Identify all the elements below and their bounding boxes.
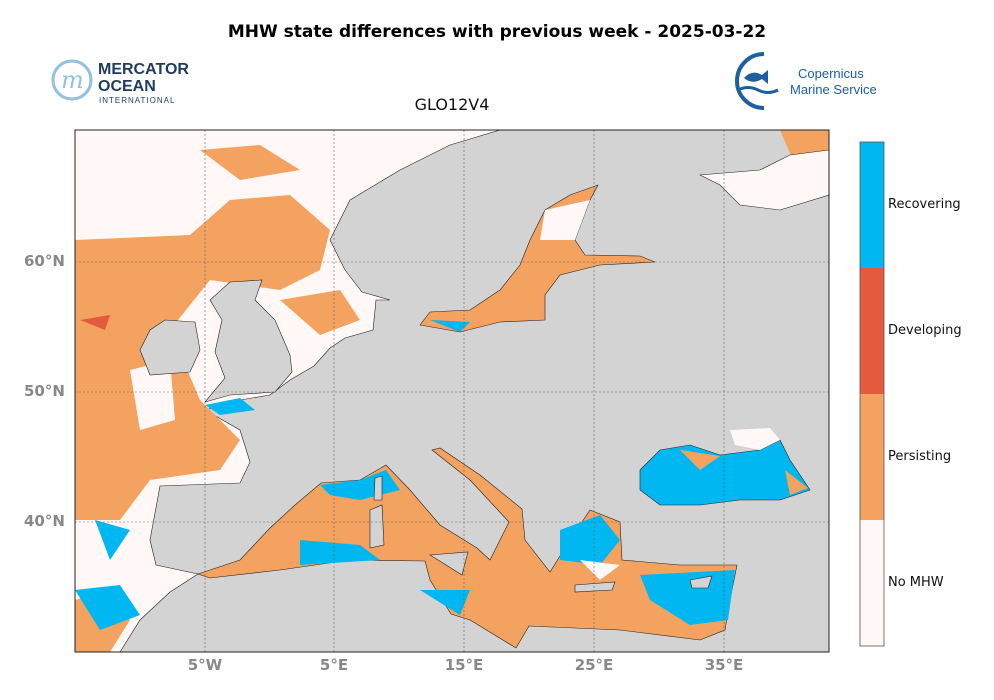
- colorbar-recovering: [860, 142, 884, 268]
- fish-icon: [744, 70, 768, 84]
- colorbar-no-mhw: [860, 520, 884, 646]
- black-sea: [639, 439, 811, 506]
- map-frame: [74, 129, 830, 653]
- mercator-line2: OCEAN: [98, 78, 156, 95]
- legend-label-recovering: Recovering: [888, 197, 961, 212]
- legend-label-developing: Developing: [888, 323, 962, 338]
- lat-tick-40n: 40°N: [24, 512, 65, 530]
- great-britain: [204, 279, 293, 403]
- colorbar-persisting: [860, 394, 884, 520]
- copernicus-marine-logo: Copernicus Marine Service: [724, 50, 884, 116]
- crete: [574, 581, 616, 593]
- lon-tick-35e: 35°E: [704, 656, 744, 674]
- model-label: GLO12V4: [414, 95, 490, 114]
- mercator-line3: INTERNATIONAL: [99, 96, 175, 105]
- colorbar-developing: [860, 268, 884, 394]
- svg-text:m: m: [61, 66, 84, 94]
- cyprus: [689, 575, 713, 589]
- corsica: [373, 475, 383, 501]
- lon-tick-5e: 5°E: [319, 656, 349, 674]
- legend-label-persisting: Persisting: [888, 449, 952, 464]
- sardinia: [369, 504, 385, 549]
- lat-tick-50n: 50°N: [24, 382, 65, 400]
- sicily: [429, 551, 469, 576]
- figure-title: MHW state differences with previous week…: [227, 22, 767, 42]
- copernicus-line1: Copernicus: [798, 66, 864, 81]
- lon-tick-15e: 15°E: [444, 656, 484, 674]
- lat-tick-60n: 60°N: [24, 252, 65, 270]
- colorbar: [859, 141, 885, 647]
- copernicus-line2: Marine Service: [790, 82, 877, 97]
- legend-label-no-mhw: No MHW: [888, 575, 944, 590]
- ireland: [139, 319, 201, 376]
- lon-tick-5w: 5°W: [187, 656, 223, 674]
- mercator-ocean-logo: m MERCATOR OCEAN INTERNATIONAL: [50, 56, 210, 112]
- graticule: [75, 130, 829, 652]
- mercator-line1: MERCATOR: [98, 61, 189, 78]
- lon-tick-25e: 25°E: [574, 656, 614, 674]
